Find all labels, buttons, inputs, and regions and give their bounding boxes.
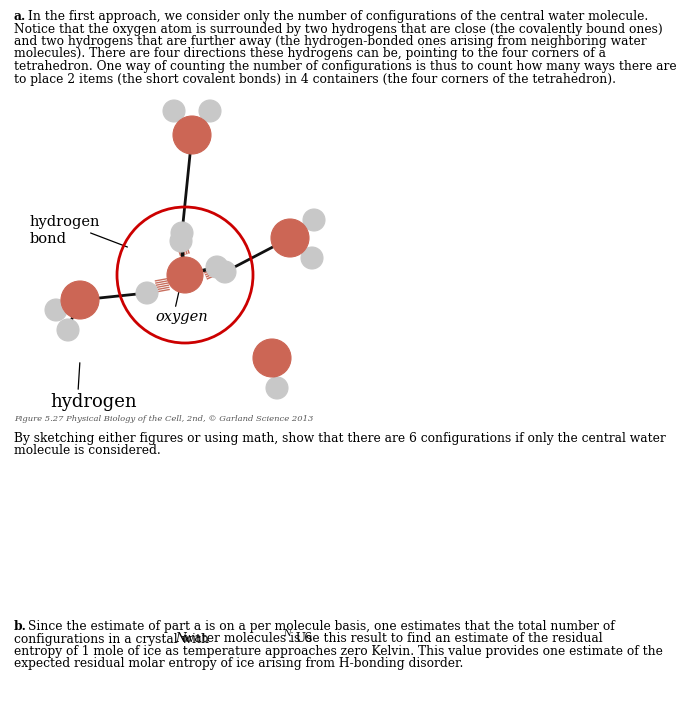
Text: b.: b. <box>14 620 27 633</box>
Circle shape <box>61 281 99 319</box>
Text: configurations in a crystal with: configurations in a crystal with <box>14 633 213 645</box>
Circle shape <box>303 209 325 231</box>
Circle shape <box>136 282 158 304</box>
Text: N: N <box>175 633 186 645</box>
Text: N: N <box>283 628 291 638</box>
Text: expected residual molar entropy of ice arising from H-bonding disorder.: expected residual molar entropy of ice a… <box>14 658 463 671</box>
Text: Figure 5.27 Physical Biology of the Cell, 2nd, © Garland Science 2013: Figure 5.27 Physical Biology of the Cell… <box>14 415 313 423</box>
Circle shape <box>301 247 323 269</box>
Text: and two hydrogens that are further away (the hydrogen-bonded ones arising from n: and two hydrogens that are further away … <box>14 35 647 48</box>
Text: By sketching either figures or using math, show that there are 6 configurations : By sketching either figures or using mat… <box>14 432 666 445</box>
Text: tetrahedron. One way of counting the number of configurations is thus to count h: tetrahedron. One way of counting the num… <box>14 60 677 73</box>
Circle shape <box>214 261 236 283</box>
Circle shape <box>163 100 185 122</box>
Text: Notice that the oxygen atom is surrounded by two hydrogens that are close (the c: Notice that the oxygen atom is surrounde… <box>14 22 663 35</box>
Text: molecule is considered.: molecule is considered. <box>14 444 161 457</box>
Circle shape <box>45 299 67 321</box>
Circle shape <box>171 222 193 244</box>
Circle shape <box>173 116 211 154</box>
Circle shape <box>206 256 228 278</box>
Circle shape <box>170 230 192 252</box>
Text: Since the estimate of part a is on a per molecule basis, one estimates that the : Since the estimate of part a is on a per… <box>28 620 615 633</box>
Text: molecules). There are four directions these hydrogens can be, pointing to the fo: molecules). There are four directions th… <box>14 47 606 60</box>
Text: hydrogen: hydrogen <box>50 393 137 411</box>
Text: entropy of 1 mole of ice as temperature approaches zero Kelvin. This value provi: entropy of 1 mole of ice as temperature … <box>14 645 663 658</box>
Circle shape <box>57 319 79 341</box>
Circle shape <box>271 219 309 257</box>
Circle shape <box>253 339 291 377</box>
Text: hydrogen
bond: hydrogen bond <box>30 215 101 246</box>
Circle shape <box>266 377 288 399</box>
Text: water molecules is 6: water molecules is 6 <box>180 633 313 645</box>
Text: oxygen: oxygen <box>155 310 208 324</box>
Circle shape <box>199 100 221 122</box>
Text: In the first approach, we consider only the number of configurations of the cent: In the first approach, we consider only … <box>28 10 648 23</box>
Text: a.: a. <box>14 10 27 23</box>
Text: . Use this result to find an estimate of the residual: . Use this result to find an estimate of… <box>288 633 603 645</box>
Text: to place 2 items (the short covalent bonds) in 4 containers (the four corners of: to place 2 items (the short covalent bon… <box>14 73 616 85</box>
Circle shape <box>167 257 203 293</box>
